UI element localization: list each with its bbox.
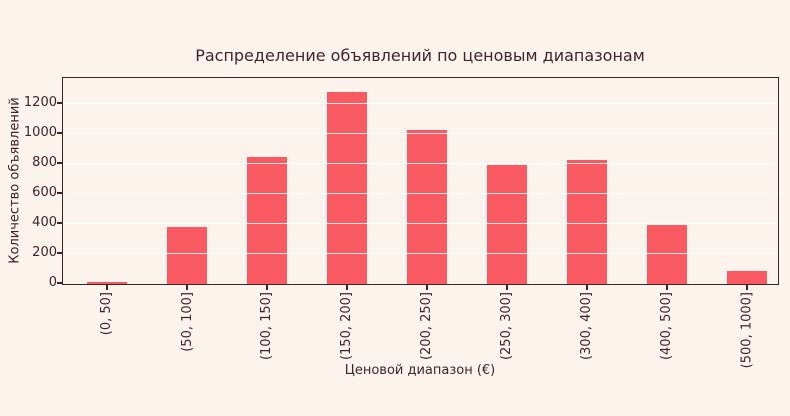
gridline [62, 192, 778, 194]
gridline [62, 162, 778, 164]
x-tick-label: (500, 1000] [739, 292, 755, 369]
x-tick-label: (0, 50] [99, 292, 115, 336]
x-tick-label: (150, 200] [339, 292, 355, 361]
x-tick-label: (50, 100] [179, 292, 195, 352]
x-tick-label: (250, 300] [499, 292, 515, 361]
y-tick-label: 1200 [23, 95, 57, 111]
bar-3 [246, 156, 287, 284]
x-tick-mark [346, 284, 348, 290]
bar-6 [486, 165, 527, 284]
y-axis-label: Количество объявлений [7, 97, 23, 264]
x-tick-mark [586, 284, 588, 290]
y-tick-mark [56, 192, 62, 194]
y-tick-mark [56, 252, 62, 254]
y-axis-label-wrap: Количество объявлений [4, 78, 26, 283]
y-tick-label: 200 [32, 245, 57, 260]
y-tick-label: 0 [48, 275, 57, 290]
gridline [62, 222, 778, 224]
x-tick-label: (200, 250] [419, 292, 435, 361]
plot-area [61, 76, 779, 285]
x-tick-mark [186, 284, 188, 290]
x-tick-mark [666, 284, 668, 290]
chart-title: Распределение объявлений по ценовым диап… [195, 46, 645, 65]
gridline [62, 102, 778, 104]
bar-4 [326, 92, 367, 284]
bar-2 [166, 226, 207, 284]
bar-5 [406, 129, 447, 284]
x-tick-mark [426, 284, 428, 290]
y-tick-label: 600 [32, 185, 57, 201]
x-tick-label: (300, 400] [579, 292, 595, 361]
y-tick-label: 1000 [23, 125, 57, 141]
gridline [62, 252, 778, 254]
x-tick-mark [266, 284, 268, 290]
x-tick-mark [746, 284, 748, 290]
y-tick-label: 800 [32, 155, 57, 171]
bar-7 [566, 159, 607, 284]
y-tick-label: 400 [32, 215, 57, 230]
bar-9 [726, 270, 767, 284]
y-tick-mark [56, 162, 62, 164]
y-tick-mark [56, 282, 62, 284]
gridline [62, 132, 778, 134]
bar-8 [646, 225, 687, 284]
x-tick-label: (400, 500] [659, 292, 675, 361]
y-tick-mark [56, 132, 62, 134]
x-tick-label: (100, 150] [259, 292, 275, 361]
y-tick-mark [56, 222, 62, 224]
bar-1 [86, 281, 127, 284]
x-tick-mark [506, 284, 508, 290]
x-tick-mark [106, 284, 108, 290]
x-axis-label: Ценовой диапазон (€) [344, 363, 496, 378]
y-tick-mark [56, 102, 62, 104]
